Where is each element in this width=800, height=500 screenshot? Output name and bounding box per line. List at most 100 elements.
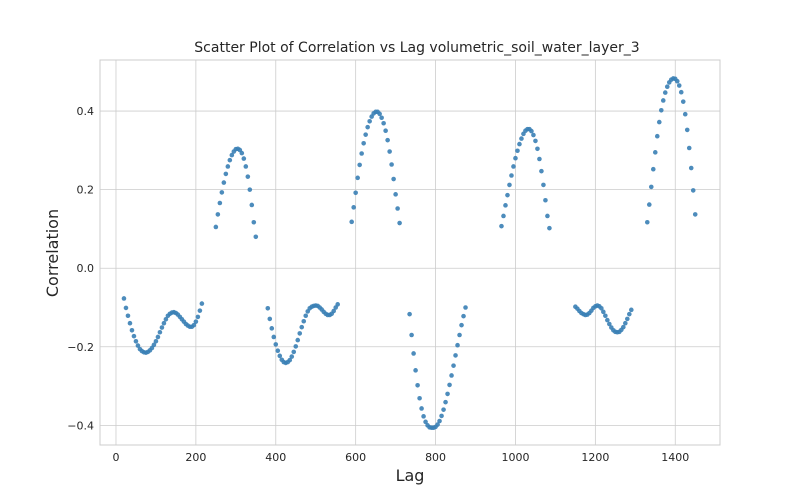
data-point <box>153 338 159 344</box>
data-point <box>650 166 656 172</box>
data-point <box>654 133 660 139</box>
data-point <box>660 98 666 103</box>
data-point <box>381 120 386 126</box>
y-tick-label: 0.0 <box>77 262 95 275</box>
data-point <box>541 182 546 188</box>
data-point <box>293 344 299 349</box>
data-point <box>265 305 271 311</box>
data-point <box>287 357 293 363</box>
data-point <box>163 316 169 322</box>
data-point <box>251 219 257 225</box>
data-point <box>383 128 388 134</box>
data-point <box>229 152 235 158</box>
data-point <box>455 342 460 348</box>
data-point <box>684 127 690 133</box>
data-point <box>391 176 396 182</box>
data-point <box>629 307 634 313</box>
data-point <box>299 324 305 330</box>
data-point <box>652 150 658 155</box>
data-point <box>297 331 303 336</box>
data-point <box>439 413 444 419</box>
data-point <box>243 164 249 169</box>
data-point <box>607 321 612 327</box>
data-point <box>131 333 137 339</box>
chart-title: Scatter Plot of Correlation vs Lag volum… <box>194 40 639 56</box>
data-point <box>407 311 412 317</box>
y-tick-label: 0.4 <box>77 105 95 118</box>
data-point <box>159 325 165 330</box>
data-point <box>123 305 129 311</box>
x-tick-label: 800 <box>425 451 446 464</box>
x-tick-label: 600 <box>345 451 366 464</box>
data-point <box>223 171 229 177</box>
data-point <box>195 314 201 320</box>
data-point <box>678 89 684 95</box>
data-point <box>529 128 534 134</box>
data-point <box>411 351 416 356</box>
data-point <box>423 419 428 425</box>
data-point <box>277 353 283 359</box>
data-point <box>443 399 448 405</box>
data-point <box>503 203 508 208</box>
data-point <box>415 382 420 388</box>
data-point <box>547 225 552 231</box>
data-point <box>267 316 273 322</box>
data-point <box>621 324 626 330</box>
data-point <box>193 319 199 324</box>
x-tick-label: 1200 <box>581 451 609 464</box>
data-point <box>155 334 161 340</box>
data-point <box>197 308 203 313</box>
data-point <box>367 118 372 124</box>
data-points <box>121 76 698 431</box>
data-point <box>351 205 356 210</box>
data-point <box>387 149 392 154</box>
data-point <box>253 234 259 240</box>
data-point <box>686 145 692 151</box>
data-point <box>199 301 205 306</box>
data-point <box>413 368 418 373</box>
data-point <box>507 182 512 188</box>
y-tick-label: 0.2 <box>77 184 95 197</box>
y-axis-label: Correlation <box>43 209 62 297</box>
data-point <box>135 343 141 348</box>
data-point <box>601 309 606 315</box>
data-point <box>365 124 370 130</box>
data-point <box>239 150 245 156</box>
data-point <box>353 190 358 196</box>
data-point <box>627 311 632 317</box>
data-point <box>535 146 540 152</box>
data-point <box>379 115 384 121</box>
data-point <box>517 141 522 147</box>
data-point <box>682 111 688 117</box>
data-point <box>389 162 394 167</box>
data-point <box>662 90 668 95</box>
data-point <box>625 316 630 322</box>
data-point <box>127 320 133 326</box>
data-point <box>217 200 223 206</box>
data-point <box>533 138 538 144</box>
data-point <box>519 136 524 141</box>
data-point <box>644 219 650 225</box>
data-point <box>377 111 382 117</box>
data-point <box>247 187 253 192</box>
plot-frame <box>99 59 721 446</box>
data-point <box>125 313 131 319</box>
data-point <box>537 156 542 162</box>
data-point <box>599 305 604 311</box>
data-point <box>421 414 426 419</box>
data-point <box>461 313 466 319</box>
y-tick-labels: −0.4 −0.2 0.0 0.2 0.4 <box>67 105 94 432</box>
data-point <box>457 332 462 338</box>
data-point <box>301 318 307 324</box>
data-point <box>680 99 686 104</box>
data-point <box>453 353 458 358</box>
data-point <box>129 327 135 333</box>
data-point <box>151 342 157 348</box>
x-tick-label: 400 <box>265 451 286 464</box>
y-tick-label: −0.2 <box>67 341 94 354</box>
data-point <box>121 296 127 301</box>
data-point <box>459 322 464 328</box>
data-point <box>463 305 468 310</box>
data-point <box>361 140 366 146</box>
